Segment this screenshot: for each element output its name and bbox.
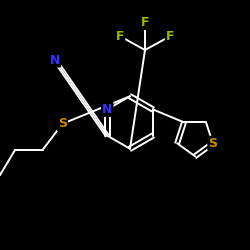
- Text: S: S: [58, 117, 67, 130]
- Text: F: F: [166, 30, 174, 43]
- Text: N: N: [50, 54, 60, 66]
- Text: S: S: [208, 137, 217, 150]
- Text: N: N: [102, 103, 113, 116]
- Text: F: F: [141, 16, 149, 29]
- Text: F: F: [116, 30, 124, 43]
